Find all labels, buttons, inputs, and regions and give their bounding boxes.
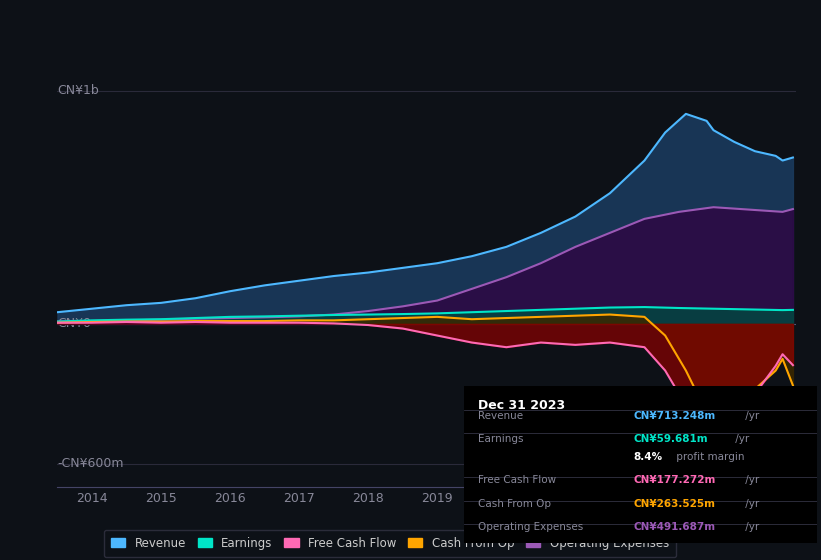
Text: CN¥59.681m: CN¥59.681m [633, 435, 708, 445]
Text: /yr: /yr [732, 435, 750, 445]
Text: Dec 31 2023: Dec 31 2023 [478, 399, 565, 412]
Text: Cash From Op: Cash From Op [478, 499, 551, 508]
Text: -CN¥600m: -CN¥600m [57, 458, 124, 470]
Text: Earnings: Earnings [478, 435, 524, 445]
Text: CN¥1b: CN¥1b [57, 84, 99, 97]
Text: 8.4%: 8.4% [633, 452, 663, 461]
Text: CN¥263.525m: CN¥263.525m [633, 499, 715, 508]
Text: /yr: /yr [742, 522, 759, 532]
Text: Free Cash Flow: Free Cash Flow [478, 475, 556, 485]
Text: CN¥177.272m: CN¥177.272m [633, 475, 716, 485]
Text: profit margin: profit margin [673, 452, 745, 461]
Text: /yr: /yr [742, 475, 759, 485]
Legend: Revenue, Earnings, Free Cash Flow, Cash From Op, Operating Expenses: Revenue, Earnings, Free Cash Flow, Cash … [103, 530, 677, 557]
Text: /yr: /yr [742, 499, 759, 508]
Text: Operating Expenses: Operating Expenses [478, 522, 583, 532]
Text: CN¥491.687m: CN¥491.687m [633, 522, 715, 532]
Text: CN¥713.248m: CN¥713.248m [633, 411, 716, 421]
Text: Revenue: Revenue [478, 411, 523, 421]
Text: /yr: /yr [742, 411, 759, 421]
Text: CN¥0: CN¥0 [57, 318, 91, 330]
